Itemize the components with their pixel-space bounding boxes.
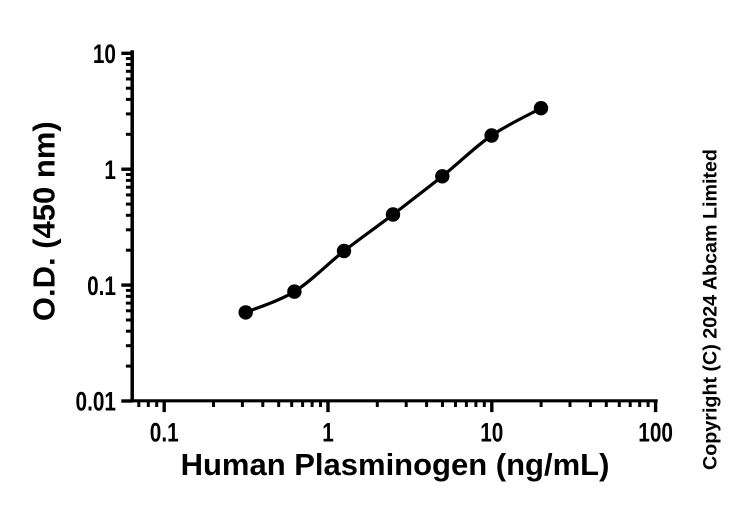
svg-text:Copyright (C) 2024 Abcam Limit: Copyright (C) 2024 Abcam Limited	[700, 149, 722, 470]
svg-text:Human Plasminogen (ng/mL): Human Plasminogen (ng/mL)	[181, 447, 610, 482]
svg-text:1: 1	[104, 155, 116, 185]
svg-text:0.1: 0.1	[150, 418, 179, 448]
svg-text:10: 10	[480, 418, 503, 448]
svg-text:10: 10	[93, 39, 116, 69]
svg-text:1: 1	[322, 418, 334, 448]
svg-text:O.D. (450 nm): O.D. (450 nm)	[27, 121, 62, 321]
svg-text:100: 100	[638, 418, 673, 448]
svg-text:0.01: 0.01	[76, 387, 116, 417]
svg-text:0.1: 0.1	[87, 271, 116, 301]
